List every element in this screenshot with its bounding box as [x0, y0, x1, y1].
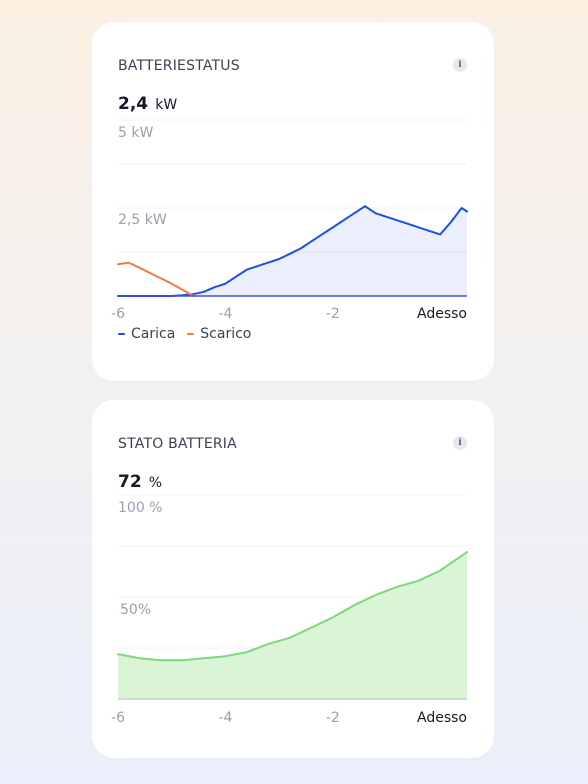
card-title: STATO BATTERIA [118, 436, 237, 452]
legend-label-discharge: Scarico [200, 326, 252, 342]
series-area-carica [118, 206, 467, 296]
y-label-top: 5 kW [118, 125, 153, 141]
info-icon[interactable]: i [453, 58, 467, 72]
current-power-value: 2,4 kW [118, 94, 177, 114]
battery-power-chart: 5 kW 2,5 kW -6 -4 -2 Adesso [111, 119, 468, 322]
y-label-mid: 2,5 kW [118, 212, 167, 228]
info-icon[interactable]: i [453, 436, 467, 450]
card-title: BATTERIESTATUS [118, 58, 240, 74]
power-number: 2,4 [118, 94, 149, 114]
x-tick-label: Adesso [417, 710, 467, 726]
x-tick-label: -6 [111, 710, 125, 726]
x-tick-label: -4 [218, 710, 232, 726]
discharge-swatch [187, 333, 195, 335]
battery-state-chart: 100 % 50% -6 -4 -2 Adesso [111, 494, 468, 726]
x-tick-label: Adesso [417, 306, 467, 322]
soc-unit: % [148, 475, 163, 491]
power-unit: kW [155, 97, 178, 113]
x-tick-label: -4 [218, 306, 232, 322]
soc-number: 72 [118, 472, 142, 492]
battery-status-card: BATTERIESTATUS i 2,4 kW 5 kW 2,5 kW -6 -4… [92, 22, 494, 381]
legend-item-discharge: Scarico [187, 326, 251, 342]
series-line-scarico [117, 261, 195, 297]
charge-swatch [118, 333, 125, 335]
x-tick-label: -2 [326, 710, 340, 726]
series-area-soc [118, 552, 467, 699]
series-line-carica [117, 205, 468, 297]
legend-item-charge: Carica [118, 326, 175, 342]
x-tick-label: -6 [111, 306, 125, 322]
y-label-top: 100 % [118, 500, 162, 516]
x-tick-label: -2 [326, 306, 340, 322]
series-line-soc [117, 551, 468, 662]
y-label-mid: 50% [120, 602, 151, 618]
legend-label-charge: Carica [131, 326, 176, 342]
current-soc-value: 72 % [118, 472, 162, 492]
chart-legend: Carica Scarico [118, 326, 251, 342]
battery-state-card: STATO BATTERIA i 72 % 100 % 50% -6 -4 -2 Ad… [92, 400, 494, 758]
